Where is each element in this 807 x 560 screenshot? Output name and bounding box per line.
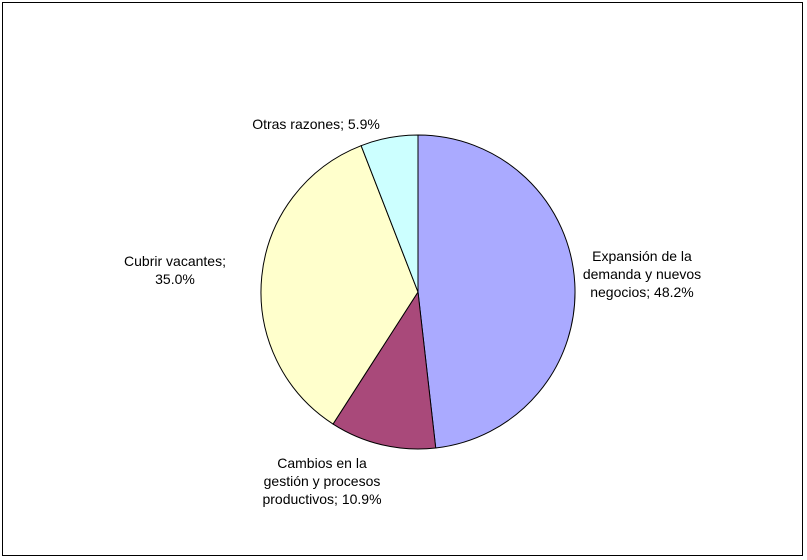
- pie-slices: [260, 134, 576, 450]
- slice-data-label: Expansión de la demanda y nuevos negocios;…: [583, 248, 701, 300]
- slice-label-line: gestión y procesos: [264, 473, 381, 489]
- pie-slice: [360, 134, 419, 293]
- slice-data-label: Otras razones; 5.9%: [252, 116, 380, 132]
- slice-label-line: productivos; 10.9%: [262, 491, 381, 507]
- slice-label-line: Cubrir vacantes;: [124, 253, 226, 269]
- slice-label-line: 35.0%: [155, 271, 195, 287]
- pie-slice: [417, 134, 576, 449]
- pie-slice: [260, 145, 419, 425]
- slice-label-line: demanda y nuevos: [583, 266, 701, 282]
- slice-label-line: Expansión de la: [592, 248, 692, 264]
- slice-label-line: negocios; 48.2%: [590, 284, 694, 300]
- pie-slice: [332, 290, 437, 450]
- slice-data-label: Cambios en la gestión y procesos productiv…: [262, 455, 381, 507]
- pie-labels: Expansión de la demanda y nuevos negocios;…: [124, 116, 701, 507]
- slice-label-line: Otras razones; 5.9%: [252, 116, 380, 132]
- slice-label-line: Cambios en la: [277, 455, 367, 471]
- slice-data-label: Cubrir vacantes; 35.0%: [124, 253, 226, 287]
- pie-chart: Expansión de la demanda y nuevos negocios;…: [124, 116, 701, 507]
